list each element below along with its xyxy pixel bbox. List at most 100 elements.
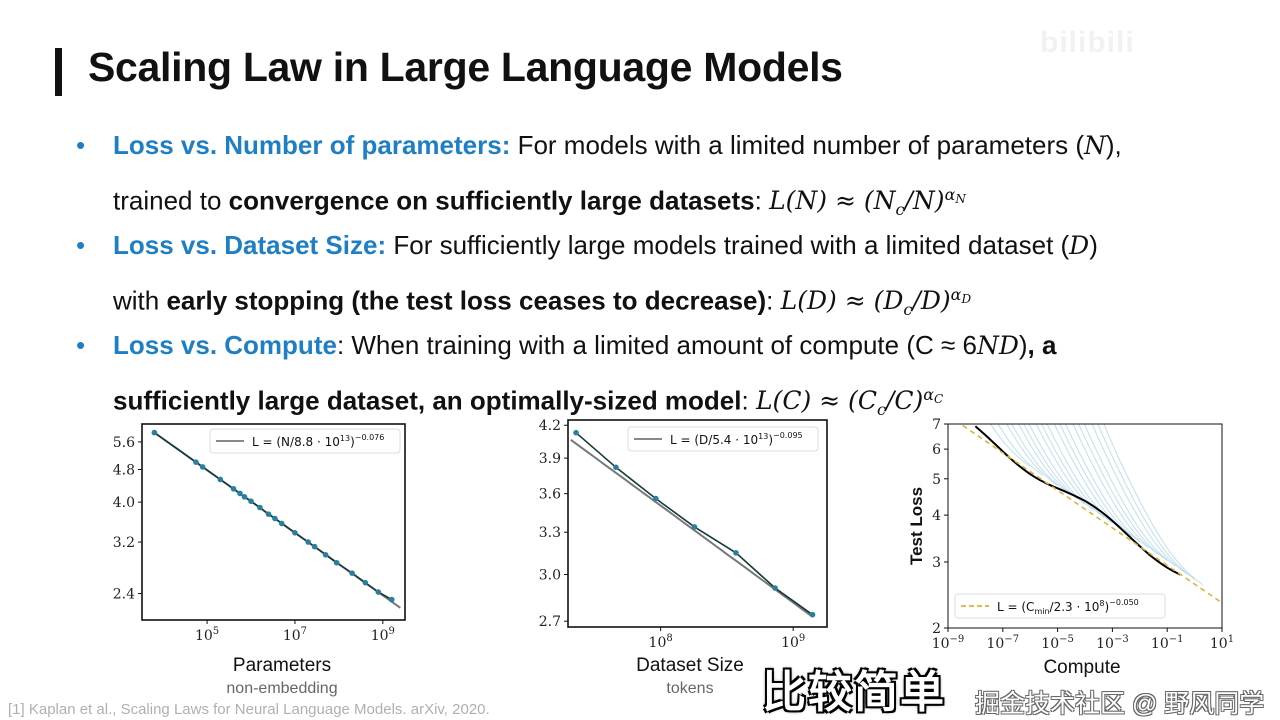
training-curve	[1011, 424, 1067, 492]
y-tick-label: 5	[932, 472, 941, 488]
training-curve	[1097, 424, 1195, 580]
data-point	[241, 494, 248, 500]
data-point	[248, 498, 254, 505]
training-curve	[990, 424, 1031, 468]
axes-frame	[567, 419, 828, 628]
y-tick-label: 3.2	[113, 535, 135, 551]
data-point	[305, 539, 311, 545]
y-tick-label: 3.9	[539, 451, 561, 467]
training-curve	[1053, 424, 1132, 537]
x-tick-label: 10−1	[1151, 634, 1184, 652]
legend-label: L = (N/8.8 · 1013)−0.076	[252, 433, 384, 449]
math-var: D	[1069, 231, 1090, 260]
plot-content	[151, 429, 401, 609]
data-point	[573, 429, 579, 436]
bullet-text: :	[741, 385, 756, 416]
data-point	[733, 550, 739, 556]
legend-label: L = (D/5.4 · 1013)−0.095	[670, 431, 803, 447]
y-tick-label: 3.6	[539, 487, 561, 503]
legend-box	[627, 426, 819, 452]
y-tick-label: 2	[932, 621, 941, 637]
bullet-text: : When training with a limited amount of…	[336, 330, 977, 360]
training-curve	[1064, 424, 1149, 548]
data-point	[691, 524, 698, 530]
chart2-xlabel: Dataset Size	[636, 655, 744, 676]
x-tick-label: 10−9	[932, 634, 965, 652]
training-curve	[1028, 424, 1094, 511]
bullet-dot-icon: •	[76, 130, 86, 160]
data-point	[388, 596, 395, 603]
video-subtitle: 比较简单	[762, 668, 946, 717]
y-axis-label: Test Loss	[907, 487, 926, 565]
data-point	[322, 552, 329, 558]
training-curve	[1023, 424, 1086, 505]
training-curve	[1041, 424, 1113, 524]
bullet-text: )	[1089, 230, 1098, 260]
training-curve	[1091, 424, 1187, 574]
bullet-compute-line2: sufficiently large dataset, an optimally…	[113, 379, 943, 426]
bullet-dot-icon: •	[76, 230, 86, 260]
bullet-dot-icon: •	[76, 330, 86, 360]
bullet-dataset-line2: with early stopping (the test loss cease…	[113, 279, 971, 326]
training-curve	[1072, 424, 1160, 556]
bullet-text: For models with a limited number of para…	[510, 130, 1085, 160]
citation: [1] Kaplan et al., Scaling Laws for Neur…	[8, 701, 490, 718]
legend-label: L = (Cmin/2.3 · 108)−0.050	[997, 598, 1139, 616]
x-tick-label: 10−7	[987, 634, 1020, 652]
chart3-xlabel: Compute	[1043, 657, 1121, 678]
legend-box	[954, 593, 1166, 619]
axes-frame	[947, 423, 1223, 629]
x-tick-label: 108	[649, 633, 673, 651]
bullet-bold-text: convergence on sufficiently large datase…	[228, 185, 755, 216]
data-point	[809, 611, 816, 618]
slide-title: Scaling Law in Large Language Models	[88, 44, 843, 90]
chart1-xlabel-sub: non-embedding	[226, 680, 338, 697]
data-point	[151, 429, 158, 436]
math-var: ND	[976, 331, 1019, 360]
training-curve	[1078, 424, 1168, 561]
bullet-text: )	[1018, 330, 1028, 360]
chart1-xlabel: Parameters	[232, 655, 332, 676]
x-tick-label: 10−3	[1096, 634, 1129, 652]
y-tick-label: 4	[932, 508, 941, 524]
data-point	[230, 485, 237, 492]
x-tick-label: 107	[283, 626, 307, 644]
y-tick-label: 4.8	[113, 463, 135, 479]
equation-loss-c: L(C) ≈ (Cc/C)αC	[755, 385, 944, 420]
axes-frame	[141, 423, 406, 621]
data-point	[193, 459, 199, 466]
training-curve	[1083, 424, 1176, 567]
training-curve	[1017, 424, 1078, 499]
chart2-xlabel-sub: tokens	[666, 680, 714, 697]
y-tick-label: 4.0	[113, 495, 135, 511]
training-curve	[1046, 424, 1121, 529]
bullet-parameters-line2: trained to convergence on sufficiently l…	[113, 179, 966, 226]
fit-line	[570, 438, 814, 618]
y-tick-label: 7	[932, 417, 941, 433]
x-tick-label: 101	[1210, 634, 1234, 652]
x-tick-label: 109	[371, 626, 395, 644]
bullet-lead: Loss vs. Compute	[113, 330, 337, 360]
plot-content	[959, 424, 1222, 604]
data-point	[237, 490, 243, 497]
training-curve	[1006, 424, 1058, 486]
data-point	[362, 579, 369, 586]
y-tick-label: 3.3	[539, 525, 561, 541]
plot-area	[568, 420, 827, 627]
training-curve	[997, 424, 1044, 477]
chart-3: 7 6 5 4 3 210−9 10−7 10−5 10−3 10−1 101 L = (Cmin/2…	[907, 417, 1234, 652]
data-point	[217, 476, 224, 483]
bullet-parameters-line1: Loss vs. Number of parameters: For model…	[113, 129, 1122, 162]
bullet-bold-text: sufficiently large dataset, an optimally…	[113, 385, 742, 416]
data-point	[772, 585, 778, 591]
chart-1: 5.6 4.8 4.0 3.2 2.4 105 107 109 L = (N/8.8 · 101…	[113, 423, 406, 644]
y-tick-label: 2.7	[539, 614, 561, 630]
data-point	[272, 515, 278, 522]
y-tick-label: 3	[932, 555, 941, 571]
bullet-lead: Loss vs. Dataset Size:	[113, 230, 387, 260]
y-tick-label: 5.6	[113, 435, 135, 451]
bullet-lead: Loss vs. Number of parameters:	[113, 130, 511, 160]
data-point	[278, 520, 285, 527]
bullet-text: trained to	[113, 185, 229, 216]
